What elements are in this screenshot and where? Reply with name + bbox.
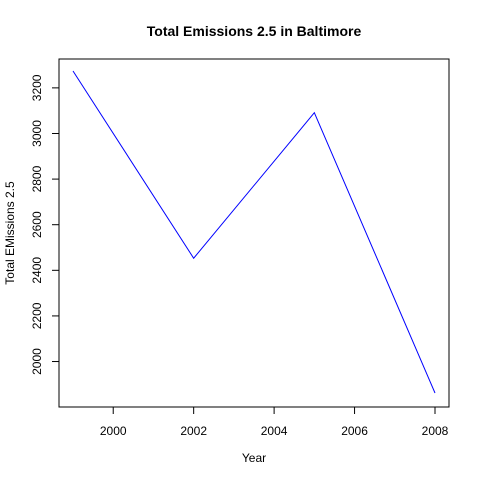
- y-tick-label: 2400: [30, 257, 44, 284]
- x-tick-label: 2008: [422, 424, 449, 438]
- series-layer: [72, 70, 436, 394]
- y-tick-label: 2800: [30, 165, 44, 192]
- y-tick-label: 2200: [30, 302, 44, 329]
- series-line: [72, 70, 436, 394]
- y-axis: 2000 2200 2400 2600 2800 3000 3200: [30, 74, 60, 375]
- y-axis-label: Total EMissions 2.5: [3, 181, 17, 285]
- x-tick-label: 2000: [100, 424, 127, 438]
- chart-title: Total Emissions 2.5 in Baltimore: [147, 23, 362, 39]
- x-tick-label: 2004: [261, 424, 288, 438]
- x-tick-label: 2002: [180, 424, 207, 438]
- y-tick-label: 3000: [30, 120, 44, 147]
- y-tick-label: 2600: [30, 211, 44, 238]
- y-tick-label: 2000: [30, 348, 44, 375]
- y-tick-label: 3200: [30, 74, 44, 101]
- x-tick-label: 2006: [341, 424, 368, 438]
- x-axis: 2000 2002 2004 2006 2008: [100, 406, 449, 438]
- x-axis-label: Year: [242, 451, 266, 465]
